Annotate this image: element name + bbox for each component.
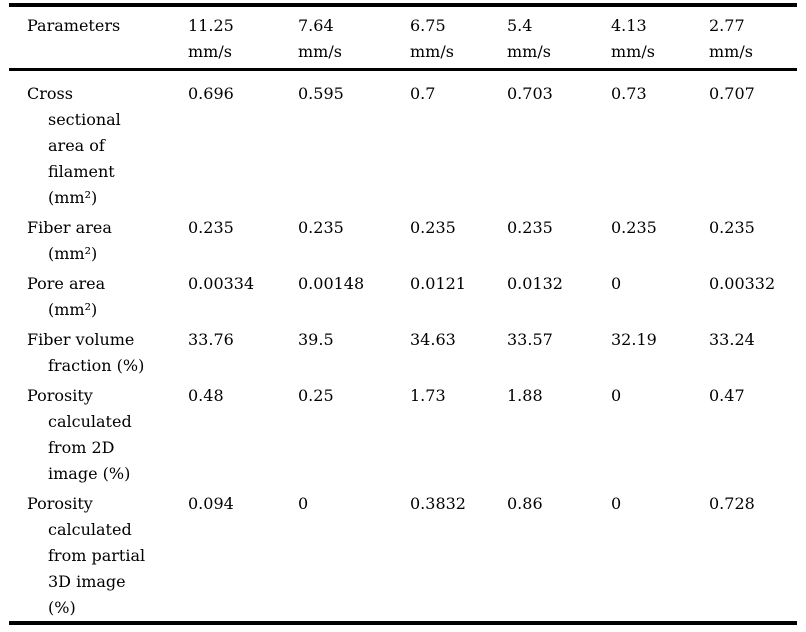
value-cell: 0.25 bbox=[298, 386, 334, 405]
param-cell: Porosity calculated from partial 3D imag… bbox=[9, 487, 188, 623]
header-cell-speed-5: 4.13 mm/s bbox=[611, 5, 709, 71]
value-cell: 39.5 bbox=[298, 330, 334, 349]
value-cell: 0.00332 bbox=[709, 274, 776, 293]
param-cell: Cross sectional area of filament (mm²) bbox=[9, 70, 188, 212]
speed-header-label: 4.13 mm/s bbox=[611, 16, 655, 61]
value-cell: 0.00334 bbox=[188, 274, 255, 293]
value-cell: 0.48 bbox=[188, 386, 224, 405]
value-cell: 0 bbox=[611, 494, 622, 513]
value-cell: 34.63 bbox=[410, 330, 456, 349]
value-cell: 0.3832 bbox=[410, 494, 466, 513]
value-cell: 33.57 bbox=[507, 330, 553, 349]
param-cell: Pore area (mm²) bbox=[9, 267, 188, 323]
table-row-cross-sectional-area: Cross sectional area of filament (mm²) 0… bbox=[9, 70, 797, 212]
value-cell: 0 bbox=[611, 274, 622, 293]
value-cell: 0.86 bbox=[507, 494, 543, 513]
speed-header-label: 11.25 mm/s bbox=[188, 16, 234, 61]
value-cell: 0.707 bbox=[709, 84, 755, 103]
value-cell: 0.696 bbox=[188, 84, 234, 103]
table-row-porosity-2d: Porosity calculated from 2D image (%) 0.… bbox=[9, 379, 797, 487]
table-header: Parameters 11.25 mm/s 7.64 mm/s 6.75 mm/… bbox=[9, 5, 797, 71]
value-cell: 0.703 bbox=[507, 84, 553, 103]
param-cell: Fiber area (mm²) bbox=[9, 211, 188, 267]
header-cell-speed-6: 2.77 mm/s bbox=[709, 5, 797, 71]
speed-header-label: 6.75 mm/s bbox=[410, 16, 454, 61]
table-row-porosity-partial-3d: Porosity calculated from partial 3D imag… bbox=[9, 487, 797, 623]
param-label: Pore area (mm²) bbox=[27, 274, 106, 319]
param-label: Fiber area (mm²) bbox=[27, 218, 112, 263]
param-label: Cross sectional area of filament (mm²) bbox=[27, 84, 121, 207]
speed-header-label: 5.4 mm/s bbox=[507, 16, 551, 61]
value-cell: 0.728 bbox=[709, 494, 755, 513]
value-cell: 1.73 bbox=[410, 386, 446, 405]
value-cell: 0.235 bbox=[188, 218, 234, 237]
value-cell: 0.595 bbox=[298, 84, 344, 103]
table-row-fiber-volume-fraction: Fiber volume fraction (%) 33.76 39.5 34.… bbox=[9, 323, 797, 379]
value-cell: 0.235 bbox=[298, 218, 344, 237]
value-cell: 33.24 bbox=[709, 330, 755, 349]
param-label: Porosity calculated from partial 3D imag… bbox=[27, 494, 146, 617]
param-cell: Fiber volume fraction (%) bbox=[9, 323, 188, 379]
value-cell: 32.19 bbox=[611, 330, 657, 349]
value-cell: 0.00148 bbox=[298, 274, 365, 293]
value-cell: 0.235 bbox=[709, 218, 755, 237]
param-label: Porosity calculated from 2D image (%) bbox=[27, 386, 132, 483]
value-cell: 0.7 bbox=[410, 84, 436, 103]
value-cell: 0.73 bbox=[611, 84, 647, 103]
header-cell-parameters: Parameters bbox=[9, 5, 188, 71]
table-row-fiber-area: Fiber area (mm²) 0.235 0.235 0.235 0.235… bbox=[9, 211, 797, 267]
process-parameters-table: Parameters 11.25 mm/s 7.64 mm/s 6.75 mm/… bbox=[9, 3, 797, 625]
header-cell-speed-4: 5.4 mm/s bbox=[507, 5, 611, 71]
header-row: Parameters 11.25 mm/s 7.64 mm/s 6.75 mm/… bbox=[9, 5, 797, 71]
header-cell-speed-2: 7.64 mm/s bbox=[298, 5, 410, 71]
speed-header-label: 7.64 mm/s bbox=[298, 16, 342, 61]
value-cell: 0.235 bbox=[507, 218, 553, 237]
header-cell-speed-3: 6.75 mm/s bbox=[410, 5, 507, 71]
value-cell: 0 bbox=[298, 494, 309, 513]
value-cell: 0 bbox=[611, 386, 622, 405]
value-cell: 0.0121 bbox=[410, 274, 466, 293]
value-cell: 0.235 bbox=[410, 218, 456, 237]
value-cell: 0.47 bbox=[709, 386, 745, 405]
header-cell-speed-1: 11.25 mm/s bbox=[188, 5, 298, 71]
value-cell: 33.76 bbox=[188, 330, 234, 349]
value-cell: 0.094 bbox=[188, 494, 234, 513]
param-cell: Porosity calculated from 2D image (%) bbox=[9, 379, 188, 487]
value-cell: 0.235 bbox=[611, 218, 657, 237]
value-cell: 1.88 bbox=[507, 386, 543, 405]
parameters-header-label: Parameters bbox=[27, 16, 121, 35]
table-row-pore-area: Pore area (mm²) 0.00334 0.00148 0.0121 0… bbox=[9, 267, 797, 323]
speed-header-label: 2.77 mm/s bbox=[709, 16, 753, 61]
table-body: Cross sectional area of filament (mm²) 0… bbox=[9, 70, 797, 624]
value-cell: 0.0132 bbox=[507, 274, 563, 293]
param-label: Fiber volume fraction (%) bbox=[27, 330, 145, 375]
